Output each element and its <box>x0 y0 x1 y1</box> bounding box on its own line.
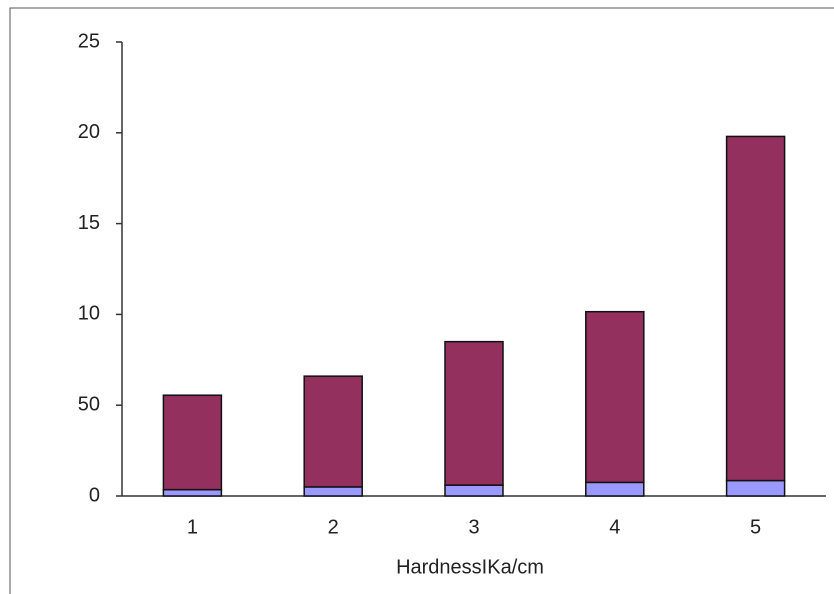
y-tick-label: 50 <box>78 393 100 415</box>
bar-segment <box>725 479 786 497</box>
y-tick-label: 0 <box>89 484 100 506</box>
x-tick-label: 1 <box>187 516 198 538</box>
chart-frame <box>9 7 834 594</box>
y-tick-label: 15 <box>78 212 100 234</box>
bar-segment <box>303 375 363 488</box>
bar-segment <box>303 486 363 497</box>
x-tick-label: 3 <box>468 516 479 538</box>
y-tick-label: 25 <box>78 30 100 52</box>
y-tick-label: 10 <box>78 303 100 325</box>
bar-segment <box>162 394 223 491</box>
y-tick-label: 20 <box>78 121 100 143</box>
bar-segment <box>444 340 504 486</box>
bar-segment <box>585 481 645 497</box>
x-tick-label: 5 <box>750 516 761 538</box>
bar-segment <box>444 484 504 497</box>
bar-segment <box>585 310 645 484</box>
x-tick-label: 2 <box>328 516 339 538</box>
x-axis-label: HardnessIKa/cm <box>396 556 544 578</box>
bar-segment <box>725 135 786 482</box>
x-tick-label: 4 <box>609 516 620 538</box>
bar-segment <box>162 488 223 497</box>
